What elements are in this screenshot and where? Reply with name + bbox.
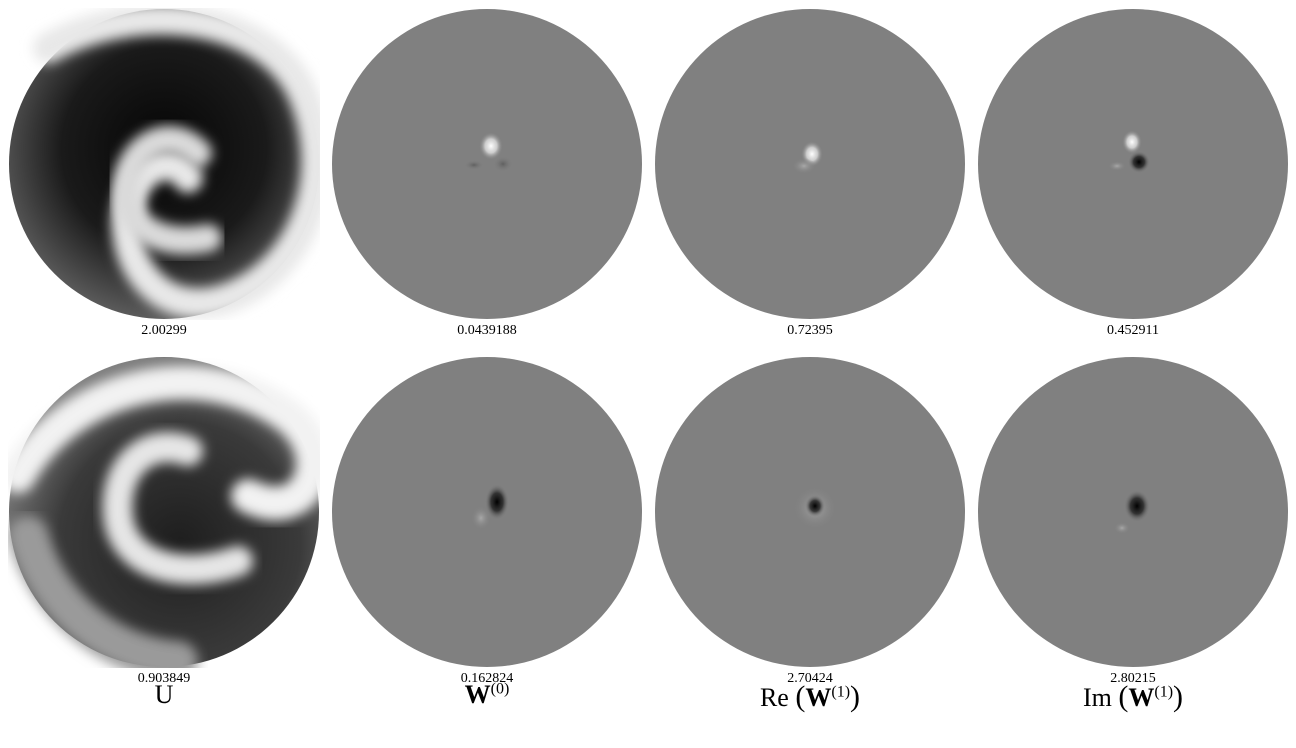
panel-value: 0.903849	[137, 671, 191, 686]
w0-panel-row2	[331, 356, 643, 668]
column-label-im-w1: Im (W(1))	[1082, 680, 1184, 713]
panel-value: 2.70424	[787, 671, 833, 686]
panel-value: 2.00299	[141, 323, 187, 338]
column-label-re-w1: Re (W(1))	[759, 680, 861, 713]
w0-panel-row1	[331, 8, 643, 320]
panel-value: 0.162824	[460, 671, 514, 686]
im-w1-panel-row2	[977, 356, 1289, 668]
panel-value: 0.0439188	[457, 323, 517, 338]
column-label-u: U	[154, 680, 174, 709]
re-w1-panel-row1	[654, 8, 966, 320]
panel-value: 0.72395	[787, 323, 833, 338]
column-label-w0: W(0)	[464, 680, 510, 709]
spiral-u-panel-row1	[8, 8, 320, 320]
re-w1-panel-row2	[654, 356, 966, 668]
im-w1-panel-row1	[977, 8, 1289, 320]
spiral-u-panel-row2	[8, 356, 320, 668]
panel-value: 0.452911	[1107, 323, 1159, 338]
panel-value: 2.80215	[1110, 671, 1156, 686]
